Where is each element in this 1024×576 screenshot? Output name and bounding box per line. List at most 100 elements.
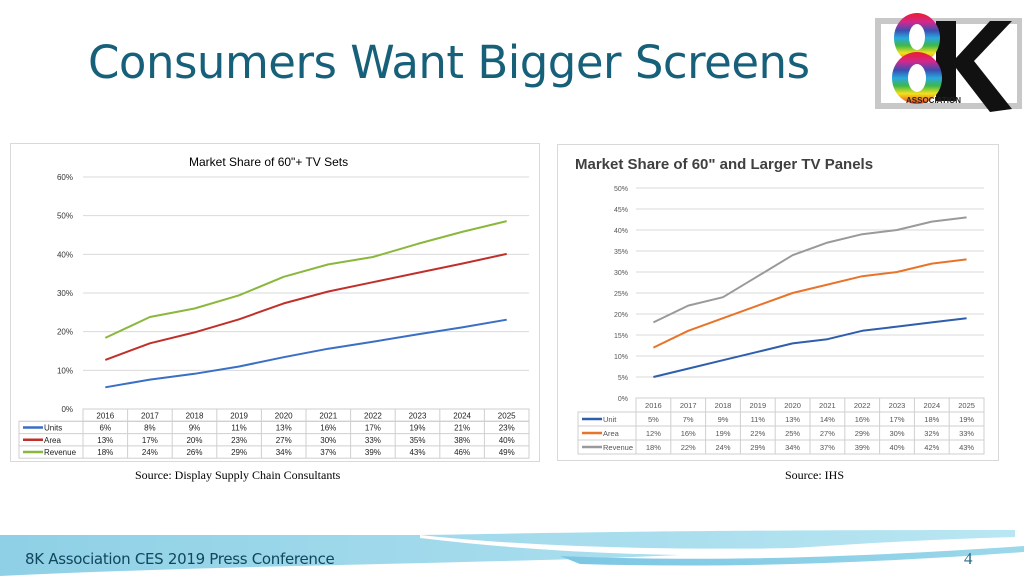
y-tick-label: 20% xyxy=(57,328,73,337)
chart-ihs-svg: Market Share of 60" and Larger TV Panels… xyxy=(575,156,985,455)
data-cell: 33% xyxy=(959,429,974,438)
x-category-label: 2022 xyxy=(364,411,382,420)
x-category-label: 2022 xyxy=(854,401,871,410)
data-cell: 13% xyxy=(97,436,113,445)
data-cell: 46% xyxy=(454,448,470,457)
x-category-label: 2023 xyxy=(889,401,906,410)
x-category-label: 2019 xyxy=(230,411,248,420)
y-tick-label: 0% xyxy=(61,405,73,414)
y-tick-label: 10% xyxy=(57,366,73,375)
data-cell: 30% xyxy=(320,436,336,445)
data-cell: 11% xyxy=(231,424,246,433)
footer-event-label: 8K Association CES 2019 Press Conference xyxy=(25,550,335,568)
data-cell: 16% xyxy=(855,415,870,424)
data-cell: 13% xyxy=(785,415,800,424)
footer-wave-decoration xyxy=(0,530,1024,576)
series-line-revenue xyxy=(104,220,507,339)
data-cell: 29% xyxy=(750,443,765,452)
x-category-label: 2023 xyxy=(409,411,427,420)
legend-label-revenue: Revenue xyxy=(44,448,77,457)
table-body xyxy=(577,411,985,455)
data-cell: 27% xyxy=(820,429,835,438)
data-cell: 38% xyxy=(454,436,470,445)
data-cell: 40% xyxy=(499,436,515,445)
data-cell: 25% xyxy=(785,429,800,438)
data-cell: 17% xyxy=(365,424,381,433)
data-cell: 26% xyxy=(186,448,202,457)
x-category-label: 2017 xyxy=(680,401,697,410)
data-cell: 16% xyxy=(681,429,696,438)
legend-label-area: Area xyxy=(44,436,61,445)
x-category-label: 2021 xyxy=(819,401,836,410)
data-cell: 35% xyxy=(409,436,425,445)
x-category-label: 2020 xyxy=(784,401,801,410)
y-tick-label: 50% xyxy=(614,186,628,193)
y-tick-label: 20% xyxy=(614,312,628,319)
8k-association-logo: ASSOCIATION xyxy=(875,13,1022,112)
data-cell: 19% xyxy=(409,424,425,433)
y-tick-label: 0% xyxy=(618,396,628,403)
x-category-label: 2021 xyxy=(319,411,337,420)
y-tick-label: 35% xyxy=(614,249,628,256)
data-cell: 29% xyxy=(855,429,870,438)
data-cell: 22% xyxy=(681,443,696,452)
series-line-unit xyxy=(653,317,967,378)
x-category-label: 2018 xyxy=(186,411,204,420)
data-cell: 20% xyxy=(186,436,202,445)
x-category-label: 2019 xyxy=(749,401,766,410)
data-cell: 24% xyxy=(715,443,730,452)
y-tick-label: 40% xyxy=(57,250,73,259)
data-cell: 34% xyxy=(785,443,800,452)
series-line-area xyxy=(104,252,507,361)
x-category-label: 2025 xyxy=(498,411,516,420)
data-cell: 21% xyxy=(454,424,470,433)
data-cell: 40% xyxy=(889,443,904,452)
chart-title: Market Share of 60" and Larger TV Panels xyxy=(575,156,873,173)
data-cell: 30% xyxy=(889,429,904,438)
data-cell: 37% xyxy=(320,448,336,457)
data-cell: 24% xyxy=(142,448,158,457)
data-cell: 18% xyxy=(97,448,113,457)
data-cell: 19% xyxy=(959,415,974,424)
data-cell: 14% xyxy=(820,415,835,424)
data-cell: 29% xyxy=(231,448,247,457)
data-cell: 23% xyxy=(231,436,247,445)
data-cell: 22% xyxy=(750,429,765,438)
x-category-label: 2024 xyxy=(453,411,471,420)
y-tick-label: 5% xyxy=(618,375,628,382)
chart-panel-ihs: Market Share of 60" and Larger TV Panels… xyxy=(557,144,999,461)
data-cell: 27% xyxy=(276,436,292,445)
data-cell: 33% xyxy=(365,436,381,445)
data-cell: 39% xyxy=(855,443,870,452)
legend-label-units: Units xyxy=(44,424,62,433)
legend-label-revenue: Revenue xyxy=(603,443,633,452)
data-cell: 8% xyxy=(144,424,156,433)
data-cell: 5% xyxy=(648,415,659,424)
data-cell: 37% xyxy=(820,443,835,452)
logo-association-text: ASSOCIATION xyxy=(906,96,961,105)
x-category-label: 2018 xyxy=(715,401,732,410)
data-cell: 9% xyxy=(718,415,729,424)
data-cell: 6% xyxy=(100,424,112,433)
logo-8-digit xyxy=(892,13,942,104)
y-tick-label: 25% xyxy=(614,291,628,298)
y-tick-label: 30% xyxy=(614,270,628,277)
legend-label-area: Area xyxy=(603,429,620,438)
data-cell: 18% xyxy=(646,443,661,452)
chart-title: Market Share of 60"+ TV Sets xyxy=(189,155,348,169)
source-dscc: Source: Display Supply Chain Consultants xyxy=(135,468,341,482)
x-category-label: 2020 xyxy=(275,411,293,420)
x-category-label: 2024 xyxy=(923,401,940,410)
x-category-label: 2016 xyxy=(645,401,662,410)
y-tick-label: 45% xyxy=(614,207,628,214)
data-cell: 7% xyxy=(683,415,694,424)
x-category-label: 2025 xyxy=(958,401,975,410)
page-number: 4 xyxy=(964,549,973,568)
y-tick-label: 50% xyxy=(57,212,73,221)
series-line-revenue xyxy=(652,216,967,324)
data-cell: 17% xyxy=(889,415,904,424)
series-line-units xyxy=(105,318,507,389)
data-cell: 16% xyxy=(320,424,336,433)
data-cell: 43% xyxy=(409,448,425,457)
slide-title: Consumers Want Bigger Screens xyxy=(88,36,810,89)
